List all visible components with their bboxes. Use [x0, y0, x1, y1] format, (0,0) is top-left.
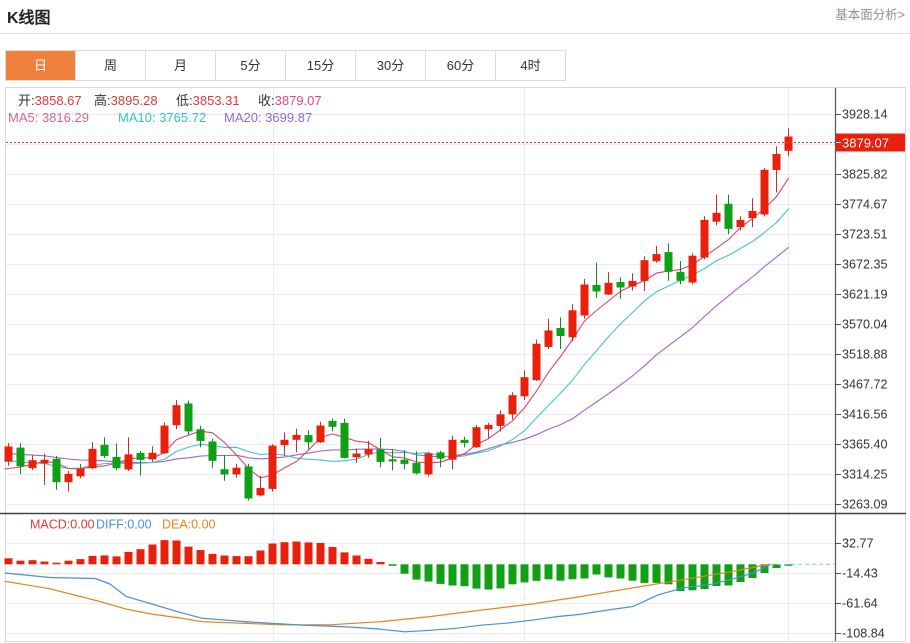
svg-text:3774.67: 3774.67 — [842, 198, 888, 212]
svg-text:3672.35: 3672.35 — [842, 258, 888, 272]
svg-text:3314.25: 3314.25 — [842, 468, 888, 482]
svg-text:3467.72: 3467.72 — [842, 378, 888, 392]
svg-text:3263.09: 3263.09 — [842, 498, 888, 512]
svg-text:3621.19: 3621.19 — [842, 288, 888, 302]
svg-text:开:3858.67高:3895.28低:3853.31收:3: 开:3858.67 高:3895.28 低:3853.31 收:3879.07 — [18, 93, 322, 108]
svg-text:3518.88: 3518.88 — [842, 348, 888, 362]
svg-text:3825.82: 3825.82 — [842, 168, 888, 182]
svg-text:32.77: 32.77 — [842, 537, 874, 551]
svg-text:3928.14: 3928.14 — [842, 108, 888, 122]
svg-text:-14.43: -14.43 — [842, 567, 878, 581]
svg-text:-61.64: -61.64 — [842, 597, 878, 611]
svg-text:3416.56: 3416.56 — [842, 408, 888, 422]
svg-text:-108.84: -108.84 — [842, 627, 885, 641]
svg-text:3879.07: 3879.07 — [842, 136, 889, 151]
svg-text:3365.40: 3365.40 — [842, 438, 888, 452]
svg-text:3570.04: 3570.04 — [842, 318, 888, 332]
svg-text:3723.51: 3723.51 — [842, 228, 888, 242]
